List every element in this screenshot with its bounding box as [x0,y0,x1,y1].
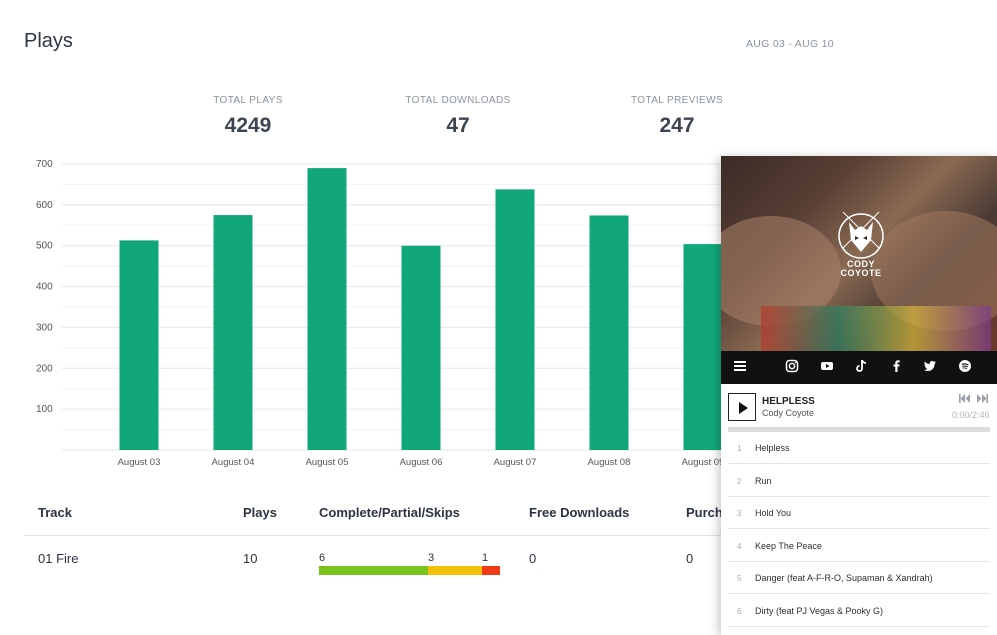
y-tick-label: 600 [36,200,53,211]
bar [213,215,253,450]
tiktok-icon[interactable] [853,359,869,375]
now-playing: HELPLESS Cody Coyote 0:00/2:46 [721,384,997,432]
col-header-purchases[interactable]: Purch [686,505,723,520]
y-tick-label: 500 [36,241,53,252]
list-item[interactable]: 3 Hold You [728,497,990,529]
col-header-plays[interactable]: Plays [243,505,277,520]
next-track-icon[interactable] [977,394,988,405]
total-plays-value: 4249 [224,114,272,137]
y-tick-label: 700 [36,159,53,170]
cell-purchases: 0 [686,551,694,566]
total-plays-label: TOTAL PLAYS [213,95,283,106]
x-tick-label: August 04 [212,457,255,468]
track-number: 3 [737,509,742,518]
track-name: Keep The Peace [755,540,822,551]
coyote-logo-icon [838,211,884,259]
total-downloads-value: 47 [446,114,470,137]
now-playing-artist: Cody Coyote [762,408,815,418]
x-tick-label: August 06 [400,457,443,468]
total-previews-label: TOTAL PREVIEWS [630,95,724,106]
cps-segment-skips [481,566,500,575]
social-links-bar [721,351,997,384]
cell-skips-count: 1 [482,552,489,564]
y-tick-label: 100 [36,404,53,415]
total-plays-stat: TOTAL PLAYS 4249 [178,95,318,138]
bar [307,168,347,451]
previous-track-icon[interactable] [959,394,970,405]
x-tick-label: August 05 [306,457,349,468]
y-tick-label: 300 [36,322,53,333]
x-tick-label: August 08 [588,457,631,468]
album-cover: CODY COYOTE [721,156,997,351]
track-number: 5 [737,574,742,583]
total-previews-value: 247 [659,114,695,137]
y-tick-label: 400 [36,282,53,293]
table-divider [24,535,724,536]
total-downloads-label: TOTAL DOWNLOADS [405,95,511,106]
track-number: 1 [737,444,742,453]
facebook-icon[interactable] [888,359,904,375]
menu-icon[interactable] [732,359,748,375]
track-name: Hold You [755,508,792,518]
track-name: Danger (feat A-F-R-O, Supaman & Xandrah) [755,573,933,583]
cover-logo-text: CODY COYOTE [840,259,882,278]
list-item[interactable]: 6 Dirty (feat PJ Vegas & Pooky G) [728,595,990,627]
cell-complete-count: 6 [319,552,326,564]
track-name: Helpless [755,443,790,453]
track-number: 4 [737,541,742,551]
spotify-icon[interactable] [957,359,973,375]
track-name: Dirty (feat PJ Vegas & Pooky G) [755,605,884,616]
youtube-icon[interactable] [819,359,835,375]
track-name: Run [755,475,772,486]
date-range[interactable]: AUG 03 - AUG 10 [746,38,834,50]
instagram-icon[interactable] [784,359,800,375]
cell-free-downloads: 0 [529,551,537,566]
x-tick-label: August 03 [118,457,161,468]
list-item[interactable]: 5 Danger (feat A-F-R-O, Supaman & Xandrah… [728,562,990,594]
track-number: 2 [737,476,742,486]
track-number: 6 [737,606,742,616]
playback-progress-bar[interactable] [728,427,990,432]
cell-partial-count: 3 [428,552,435,564]
x-tick-label: August 09 [682,457,725,468]
now-playing-time: 0:00/2:46 [952,410,990,420]
col-header-track[interactable]: Track [38,505,72,520]
play-icon [739,402,748,414]
cps-segment-partial [427,566,482,575]
now-playing-title: HELPLESS [762,396,815,407]
bar [401,245,441,450]
bar [589,215,629,450]
play-button[interactable] [728,393,756,421]
total-previews-stat: TOTAL PREVIEWS 247 [607,95,747,138]
y-tick-label: 200 [36,363,53,374]
bar [683,244,723,450]
cell-track: 01 Fire [38,551,79,566]
plays-bar-chart: 100 200 300 400 500 600 700 August 03 August 04 A… [36,159,760,468]
page-title: Plays [24,30,73,52]
bar [119,240,159,450]
list-item[interactable]: 2 Run [728,465,990,497]
twitter-icon[interactable] [922,359,938,375]
x-tick-label: August 07 [494,457,537,468]
list-item[interactable]: 4 Keep The Peace [728,530,990,562]
total-downloads-stat: TOTAL DOWNLOADS 47 [388,95,528,138]
col-header-cps[interactable]: Complete/Partial/Skips [319,505,460,520]
cps-segment-complete [319,566,428,575]
cell-plays: 10 [243,551,258,566]
col-header-free-downloads[interactable]: Free Downloads [529,505,630,520]
list-item[interactable]: 1 Helpless [728,432,990,464]
music-player-widget: CODY COYOTE HELPLESS Cody Coyote [721,156,997,635]
bar [495,189,535,450]
